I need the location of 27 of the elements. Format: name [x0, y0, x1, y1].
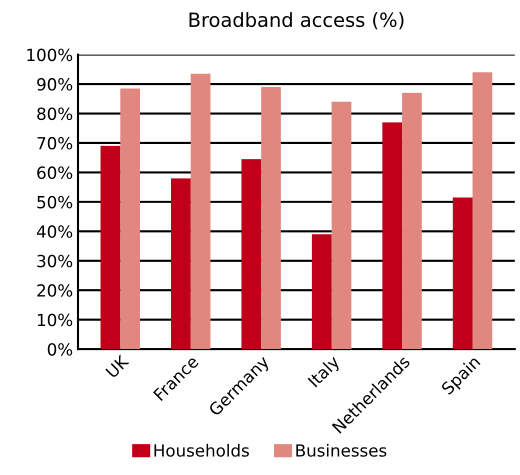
y-tick-label: 60% — [37, 166, 72, 179]
bar — [261, 87, 281, 350]
y-tick-label: 10% — [38, 314, 72, 326]
y-tick-label: 90% — [37, 78, 72, 91]
bar — [472, 72, 492, 350]
y-tick-label: 0% — [48, 343, 72, 356]
bar — [241, 159, 262, 350]
bar — [120, 88, 140, 350]
y-tick-label: 30% — [37, 254, 72, 268]
bar — [170, 178, 191, 350]
bar — [100, 146, 120, 350]
y-tick-label: 50% — [37, 196, 72, 208]
bar — [382, 122, 402, 350]
bar — [332, 102, 352, 350]
y-tick-label: 40% — [36, 225, 72, 238]
bar — [190, 74, 210, 350]
legend-label: Businesses — [296, 444, 386, 457]
legend-label: Households — [154, 444, 249, 457]
y-tick-label: 80% — [37, 107, 72, 120]
y-tick-label: 70% — [37, 136, 72, 150]
bar — [312, 234, 332, 350]
bar — [402, 92, 422, 350]
chart-title: Broadband access (%) — [190, 12, 404, 30]
bar — [452, 197, 473, 350]
y-tick-label: 100% — [27, 48, 72, 62]
y-tick-label: 20% — [37, 284, 72, 297]
x-tick-label: UK — [105, 354, 130, 378]
